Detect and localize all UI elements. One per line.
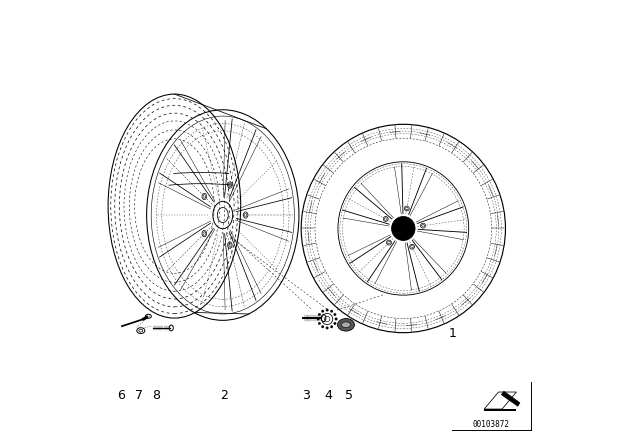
Ellipse shape	[321, 310, 324, 313]
Ellipse shape	[392, 216, 415, 241]
Text: 8: 8	[152, 388, 161, 402]
Ellipse shape	[326, 309, 328, 311]
Ellipse shape	[333, 313, 336, 316]
Text: 3: 3	[301, 388, 310, 402]
Ellipse shape	[318, 313, 321, 316]
Ellipse shape	[333, 322, 336, 325]
Ellipse shape	[335, 318, 337, 320]
Text: 00103872: 00103872	[473, 420, 510, 429]
Ellipse shape	[321, 325, 324, 328]
Polygon shape	[501, 391, 520, 406]
Ellipse shape	[337, 319, 355, 331]
Text: 4: 4	[324, 388, 332, 402]
Text: 6: 6	[116, 388, 125, 402]
Text: 7: 7	[134, 388, 143, 402]
Text: 5: 5	[345, 388, 353, 402]
Text: 2: 2	[220, 388, 228, 402]
Ellipse shape	[317, 318, 319, 320]
Ellipse shape	[330, 310, 333, 313]
Polygon shape	[484, 409, 516, 411]
Ellipse shape	[318, 322, 321, 325]
Ellipse shape	[326, 327, 328, 329]
Ellipse shape	[330, 325, 333, 328]
Polygon shape	[484, 392, 516, 409]
Text: 1: 1	[448, 327, 456, 340]
Ellipse shape	[342, 322, 351, 328]
